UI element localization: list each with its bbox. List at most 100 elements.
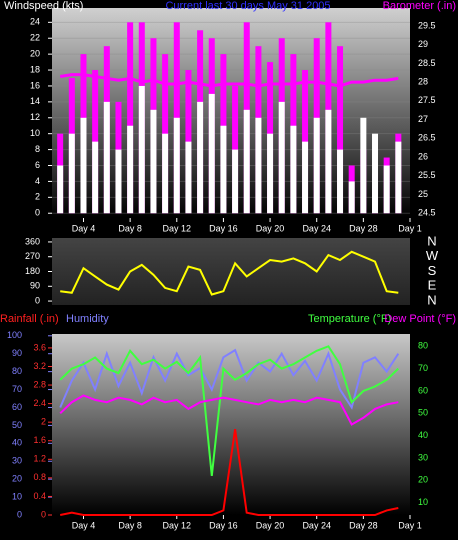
- chart-title: Current last 30 days May 31 2005: [165, 0, 330, 12]
- wind-bar: [243, 109, 250, 214]
- wind-bar: [337, 149, 344, 214]
- y-axis-label: Windspeed (kts): [4, 0, 83, 12]
- x-tick-label: Day 24: [302, 223, 331, 233]
- y-tick-label: 6: [35, 160, 40, 170]
- wind-bar: [115, 149, 122, 214]
- y-tick-label: 16: [30, 80, 40, 90]
- series-line: [59, 73, 399, 88]
- y2-tick-label: 27.5: [418, 95, 436, 105]
- wind-bar: [267, 133, 274, 214]
- wind-bar: [92, 141, 99, 214]
- y2-axis-label: Barometer (.in): [383, 0, 456, 12]
- x-tick-label: Day 8: [118, 223, 142, 233]
- y2-tick-label: 29: [418, 39, 428, 49]
- y3-axis-label: Rainfall (.in): [0, 313, 59, 325]
- x-tick-label: Day 20: [256, 520, 285, 530]
- y-tick-label: 80: [12, 366, 22, 376]
- y-tick-label: 100: [7, 330, 22, 340]
- x-tick-label: Day 16: [209, 520, 238, 530]
- plot-area: [52, 334, 410, 515]
- y-tick-label: 18: [30, 64, 40, 74]
- y2-tick-label: 40: [418, 430, 428, 440]
- x-tick-label: Day 1: [398, 520, 422, 530]
- y-tick-label: 180: [25, 266, 40, 276]
- wind-bar: [337, 46, 344, 214]
- y-tick-label: 40: [12, 438, 22, 448]
- wind-bar: [197, 101, 204, 214]
- wind-bar: [173, 117, 180, 214]
- y2-tick-label: 10: [418, 497, 428, 507]
- wind-bar: [313, 117, 320, 214]
- y-tick-label: 90: [30, 281, 40, 291]
- x-tick-label: Day 4: [72, 520, 96, 530]
- y-tick-label: 270: [25, 251, 40, 261]
- wind-bar: [127, 22, 134, 214]
- y2-tick-label: 80: [418, 341, 428, 351]
- y2-tick-label: 27: [418, 114, 428, 124]
- y3-tick-label: 1.6: [33, 435, 46, 445]
- wind-bar: [278, 101, 285, 214]
- y-tick-label: 0: [35, 295, 40, 305]
- wind-bar: [220, 125, 227, 214]
- series-line: [59, 348, 400, 410]
- y-tick-label: 0: [35, 208, 40, 218]
- y-tick-label: 360: [25, 236, 40, 246]
- y2b-axis-label: Dew Point (°F): [384, 313, 456, 325]
- y2-axis-label: Temperature (°F): [308, 313, 391, 325]
- y-tick-label: 70: [12, 384, 22, 394]
- y2-tick-label: 70: [418, 363, 428, 373]
- x-tick-label: Day 8: [118, 520, 142, 530]
- y-tick-label: 22: [30, 33, 40, 43]
- y2-tick-label: 25.5: [418, 170, 436, 180]
- y-tick-label: 0: [17, 509, 22, 519]
- x-tick-label: Day 12: [163, 223, 192, 233]
- wind-bar: [80, 117, 87, 214]
- x-tick-label: Day 16: [209, 223, 238, 233]
- series-line: [60, 250, 399, 296]
- y-axis-label: Humidity: [66, 313, 109, 325]
- y-tick-label: 10: [12, 491, 22, 501]
- wind-bar: [185, 141, 192, 214]
- y2-tick-label: 60: [418, 385, 428, 395]
- y3-tick-label: 3.2: [33, 361, 46, 371]
- y2-tick-label: 25: [418, 189, 428, 199]
- wind-bar: [372, 133, 379, 214]
- wind-bar: [162, 133, 169, 214]
- wind-bar: [348, 181, 355, 214]
- y-tick-label: 20: [12, 474, 22, 484]
- y2-tick-label: 50: [418, 408, 428, 418]
- y-tick-label: 24: [30, 17, 40, 27]
- y2-tick-label: W: [426, 248, 439, 263]
- y-tick-label: 90: [12, 348, 22, 358]
- y2-tick-label: 24.5: [418, 208, 436, 218]
- y-tick-label: 60: [12, 402, 22, 412]
- y2-tick-label: 26: [418, 151, 428, 161]
- y2-tick-label: 28.5: [418, 58, 436, 68]
- x-tick-label: Day 20: [256, 223, 285, 233]
- wind-bar: [395, 141, 402, 214]
- wind-bar: [57, 165, 64, 214]
- y3-tick-label: 2: [41, 417, 46, 427]
- series-line: [59, 394, 399, 426]
- wind-bar: [302, 141, 309, 214]
- y3-tick-label: 2.8: [33, 379, 46, 389]
- y2-tick-label: 29.5: [418, 20, 436, 30]
- wind-bar: [68, 133, 75, 214]
- y2-tick-label: 20: [418, 475, 428, 485]
- series-line: [59, 345, 399, 477]
- wind-bar: [255, 117, 262, 214]
- wind-bar: [232, 149, 239, 214]
- wind-bar: [325, 109, 332, 214]
- x-tick-label: Day 1: [398, 223, 422, 233]
- series-line: [60, 428, 399, 516]
- x-tick-label: Day 24: [302, 520, 331, 530]
- y3-tick-label: 3.6: [33, 342, 46, 352]
- y3-tick-label: 0.8: [33, 472, 46, 482]
- x-tick-label: Day 12: [163, 520, 192, 530]
- y-tick-label: 50: [12, 420, 22, 430]
- y2-tick-label: 28: [418, 76, 428, 86]
- x-tick-label: Day 4: [72, 223, 96, 233]
- x-tick-label: Day 28: [349, 520, 378, 530]
- y-tick-label: 20: [30, 49, 40, 59]
- y-tick-label: 8: [35, 144, 40, 154]
